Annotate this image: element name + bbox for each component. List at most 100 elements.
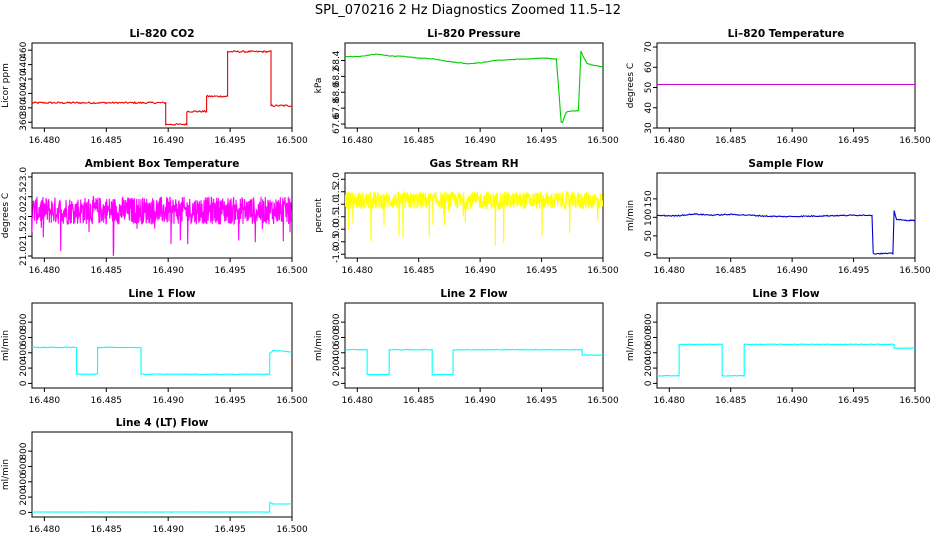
panel-line1: Line 1 Flow ml/min 16.480 16.485 16.490 16.49… — [1, 288, 308, 406]
x-tick-label: 16.500 — [276, 396, 308, 406]
x-tick-label: 16.500 — [899, 396, 931, 406]
series-line-co2 — [32, 50, 292, 127]
plot-frame — [31, 302, 293, 389]
series-line-line4 — [32, 501, 292, 513]
plot-frame — [656, 172, 916, 259]
x-tick-label: 16.490 — [152, 266, 184, 276]
plot-frame — [656, 302, 916, 389]
y-tick-label: 1.0 — [332, 197, 342, 212]
y-tick-label: 200 — [332, 359, 342, 376]
y-tick-label: 400 — [19, 85, 29, 102]
plot-frame — [31, 42, 293, 129]
y-axis-label: degrees C — [626, 63, 636, 108]
y-tick-label: 68.4 — [332, 50, 342, 70]
x-tick-label: 16.485 — [715, 396, 747, 406]
panel-line2: Line 2 Flow ml/min 16.480 16.485 16.490 16.49… — [314, 288, 619, 406]
x-tick-label: 16.495 — [214, 136, 246, 146]
x-tick-label: 16.490 — [776, 136, 808, 146]
y-tick-label: -0.5 — [332, 233, 342, 251]
panel-title: Sample Flow — [748, 158, 823, 170]
figure-title: SPL_070216 2 Hz Diagnostics Zoomed 11.5–… — [315, 3, 621, 18]
y-tick-label: 0 — [332, 380, 342, 386]
panel-rh: Gas Stream RH percent 16.480 16.485 16.490 16… — [314, 158, 619, 276]
panel-co2: Li–820 CO2 Licor ppm 16.480 16.485 16.490 16.… — [1, 28, 308, 146]
x-tick-label: 16.495 — [214, 266, 246, 276]
x-tick-label: 16.495 — [214, 525, 246, 535]
plot-frame — [656, 42, 916, 129]
y-tick-label: 600 — [332, 329, 342, 346]
plot-frame — [344, 42, 604, 129]
x-tick-label: 16.490 — [152, 525, 184, 535]
y-tick-label: 50 — [644, 230, 654, 242]
panel-sample: Sample Flow ml/min 16.480 16.485 16.490 16.49… — [626, 158, 931, 276]
y-tick-label: 600 — [19, 329, 29, 346]
x-tick-label: 16.495 — [838, 396, 870, 406]
series-line-line1 — [32, 346, 292, 376]
y-tick-label: 150 — [644, 190, 654, 207]
y-tick-label: 420 — [19, 70, 29, 87]
plot-frame — [344, 172, 604, 259]
x-tick-label: 16.500 — [587, 136, 619, 146]
x-tick-label: 16.480 — [342, 396, 374, 406]
y-axis-label: Licor ppm — [1, 63, 11, 108]
x-tick-label: 16.480 — [29, 525, 61, 535]
x-tick-label: 16.490 — [152, 396, 184, 406]
y-axis-label: kPa — [314, 78, 324, 94]
x-tick-label: 16.500 — [276, 525, 308, 535]
x-tick-label: 16.495 — [526, 136, 558, 146]
plot-frame — [344, 302, 604, 389]
y-tick-label: 380 — [19, 99, 29, 116]
panel-line3: Line 3 Flow ml/min 16.480 16.485 16.490 16.49… — [626, 288, 931, 406]
panel-temperature: Li–820 Temperature degrees C 16.480 16.485 1… — [626, 28, 931, 146]
y-tick-label: 400 — [332, 344, 342, 361]
y-axis-label: degrees C — [1, 193, 11, 238]
y-tick-label: 60 — [644, 61, 654, 73]
x-tick-label: 16.480 — [654, 266, 686, 276]
y-tick-label: 23.0 — [19, 167, 29, 187]
x-tick-label: 16.485 — [715, 266, 747, 276]
panel-title: Line 2 Flow — [440, 288, 507, 300]
panel-title: Li–820 CO2 — [129, 28, 194, 40]
x-tick-label: 16.495 — [838, 136, 870, 146]
y-axis-label: ml/min — [626, 200, 636, 231]
y-tick-label: 0 — [644, 251, 654, 257]
y-tick-label: 440 — [19, 56, 29, 73]
y-tick-label: 600 — [644, 329, 654, 346]
y-tick-label: 800 — [332, 313, 342, 330]
y-tick-label: 800 — [19, 442, 29, 459]
x-tick-label: 16.480 — [654, 136, 686, 146]
x-tick-label: 16.480 — [29, 396, 61, 406]
y-tick-label: 0 — [19, 509, 29, 515]
y-tick-label: 200 — [644, 359, 654, 376]
x-tick-label: 16.490 — [464, 396, 496, 406]
series-line-pressure — [345, 50, 603, 123]
series-line-ambient — [32, 194, 292, 257]
y-tick-label: -1.0 — [332, 245, 342, 263]
series-line-sample — [657, 210, 915, 256]
x-tick-label: 16.490 — [776, 266, 808, 276]
y-axis-label: ml/min — [314, 330, 324, 361]
panel-title: Line 3 Flow — [752, 288, 819, 300]
x-tick-label: 16.500 — [899, 136, 931, 146]
y-tick-label: 0 — [644, 380, 654, 386]
y-tick-label: 200 — [19, 359, 29, 376]
x-tick-label: 16.500 — [276, 136, 308, 146]
x-tick-label: 16.485 — [403, 266, 435, 276]
x-tick-label: 16.495 — [526, 266, 558, 276]
y-axis-label: ml/min — [1, 459, 11, 490]
panel-title: Ambient Box Temperature — [85, 158, 240, 170]
y-tick-label: 22.5 — [19, 187, 29, 207]
y-tick-label: 30 — [644, 122, 654, 134]
x-tick-label: 16.485 — [403, 136, 435, 146]
y-tick-label: 21.5 — [19, 226, 29, 246]
y-tick-label: 0.5 — [332, 210, 342, 224]
panel-line4: Line 4 (LT) Flow ml/min 16.480 16.485 16.490… — [1, 417, 308, 535]
panel-title: Gas Stream RH — [429, 158, 518, 170]
x-tick-label: 16.490 — [464, 266, 496, 276]
x-tick-label: 16.485 — [91, 266, 123, 276]
y-tick-label: 40 — [644, 102, 654, 114]
x-tick-label: 16.485 — [403, 396, 435, 406]
y-tick-label: 21.0 — [19, 246, 29, 266]
x-tick-label: 16.480 — [342, 136, 374, 146]
y-tick-label: 400 — [19, 344, 29, 361]
